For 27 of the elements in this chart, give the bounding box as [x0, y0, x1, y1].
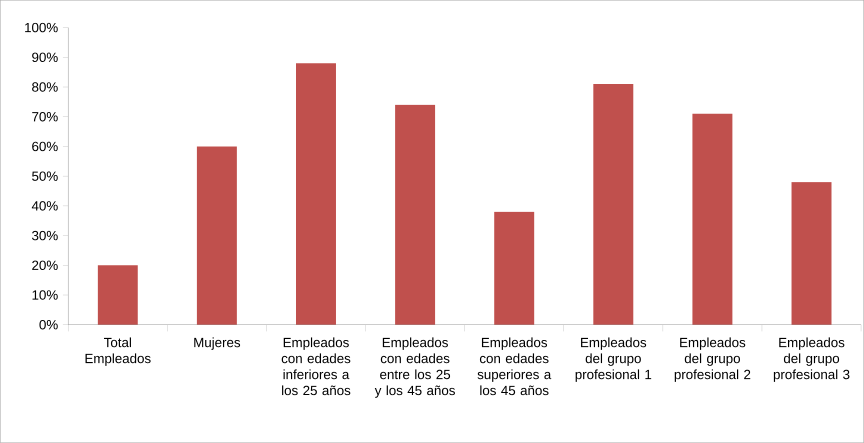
y-tick-label: 40% [32, 201, 58, 211]
y-tick-label: 60% [32, 142, 58, 152]
y-tick-label: 80% [32, 82, 58, 92]
x-tick-label: Empleados con edades inferiores a los 25 años [282, 337, 350, 396]
x-tick-label: Empleados con edades superiores a los 45 años [478, 337, 552, 396]
x-tick-label: Empleados del grupo profesional 1 [576, 337, 652, 382]
bar [593, 84, 634, 325]
bar [296, 63, 336, 325]
bar [395, 104, 436, 325]
y-tick-label: 20% [32, 260, 58, 270]
x-tick-label: Empleados del grupo profesional 3 [774, 337, 850, 382]
y-tick-label: 90% [32, 52, 58, 62]
y-tick-label: 70% [32, 112, 58, 122]
y-tick-label: 100% [25, 22, 58, 32]
y-tick-label: 10% [32, 290, 58, 300]
y-tick-label: 0% [39, 320, 58, 330]
bar [792, 182, 832, 325]
bar [196, 146, 237, 325]
y-tick-label: 50% [32, 171, 58, 181]
x-tick-label: Empleados con edades entre los 25 y los 45 años [374, 337, 455, 398]
bar [494, 212, 534, 325]
x-tick-label: Total Empleados [86, 337, 151, 366]
bar [98, 265, 138, 325]
x-tick-label: Empleados del grupo profesional 2 [674, 337, 750, 382]
x-tick-label: Mujeres [194, 337, 240, 350]
bar [692, 114, 732, 325]
y-tick-label: 30% [32, 230, 58, 240]
